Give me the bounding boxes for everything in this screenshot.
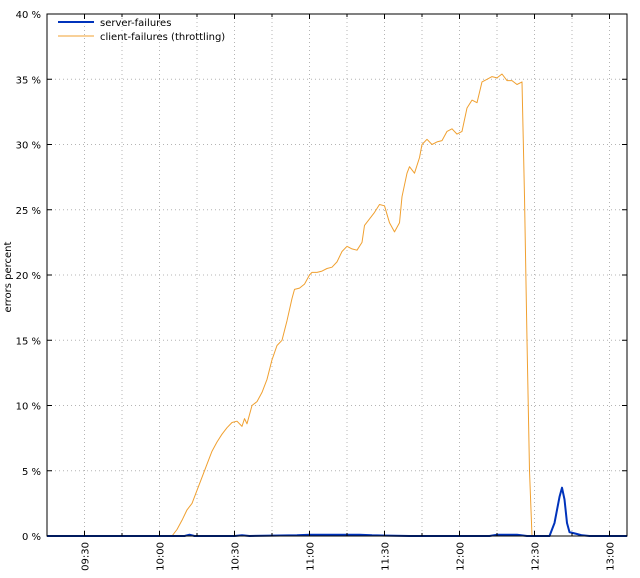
y-tick-label: 40 %	[16, 10, 41, 21]
x-axis: 09:30 10:00 10:30 11:00 11:30 12:00 12:30 13:00	[46, 14, 617, 571]
legend-label-server-failures: server-failures	[100, 18, 171, 29]
y-tick-label: 25 %	[16, 206, 41, 217]
x-tick-label: 13:00	[606, 542, 617, 571]
x-tick-label: 11:00	[306, 542, 317, 571]
y-tick-label: 0 %	[22, 532, 41, 543]
x-tick-label: 09:30	[81, 542, 92, 571]
x-tick-label: 10:00	[156, 542, 167, 571]
y-tick-label: 20 %	[16, 271, 41, 282]
y-tick-label: 5 %	[22, 467, 41, 478]
y-tick-label: 35 %	[16, 75, 41, 86]
y-axis-title: errors percent	[3, 241, 14, 312]
grid	[46, 14, 627, 536]
x-tick-label: 12:30	[531, 542, 542, 571]
series-line-server-failures	[47, 486, 627, 537]
y-axis: 0 % 5 % 10 % 15 % 20 % 25 % 30 % 35 % 40 %	[16, 10, 627, 543]
x-tick-label: 12:00	[456, 542, 467, 571]
y-tick-label: 15 %	[16, 336, 41, 347]
series-layer	[47, 73, 627, 537]
y-tick-label: 10 %	[16, 402, 41, 413]
legend-label-client-failures: client-failures (throttling)	[100, 32, 225, 43]
x-tick-label: 10:30	[231, 542, 242, 571]
legend: server-failures client-failures (throttl…	[58, 18, 225, 43]
series-line-client-failures	[47, 73, 627, 537]
x-tick-label: 11:30	[381, 542, 392, 571]
y-tick-label: 30 %	[16, 141, 41, 152]
